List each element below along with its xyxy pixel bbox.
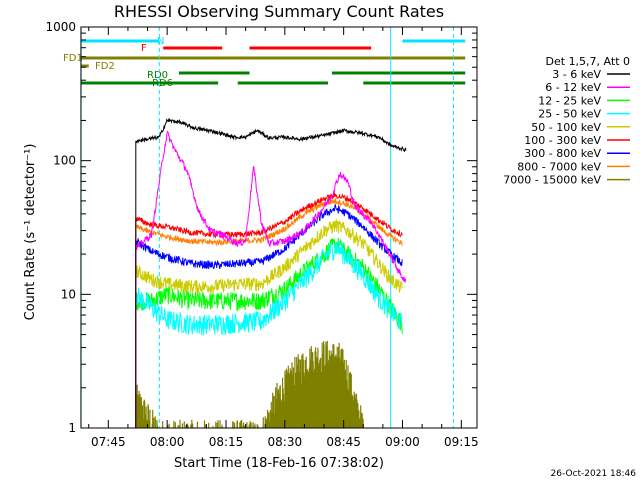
x-axis-label: Start Time (18-Feb-16 07:38:02) xyxy=(174,456,384,471)
status-label-f: F xyxy=(141,43,147,54)
y-axis-label: Count Rate (s⁻¹ detector⁻¹) xyxy=(23,144,38,321)
legend-entry-label: 800 - 7000 keV xyxy=(517,160,601,173)
y-tick-label: 10 xyxy=(61,287,76,301)
series-line-6 xyxy=(135,203,403,428)
series-line-1 xyxy=(135,130,407,428)
x-tick-label: 09:00 xyxy=(385,435,420,449)
x-tick-label: 08:30 xyxy=(268,435,303,449)
legend-entry-label: 7000 - 15000 keV xyxy=(503,174,601,187)
x-tick-label: 08:15 xyxy=(209,435,244,449)
x-tick-label: 08:45 xyxy=(326,435,361,449)
series-lines xyxy=(135,117,407,428)
y-tick-label: 1000 xyxy=(45,20,76,34)
status-label-rd6: RD6 xyxy=(152,78,173,89)
status-label-rd0: RD0 xyxy=(147,70,168,81)
series-line-5 xyxy=(135,192,403,428)
status-label-fd1: FD1 xyxy=(63,53,83,64)
series-line-7 xyxy=(135,198,403,428)
y-tick-label: 1 xyxy=(68,421,76,435)
x-axis-ticks: 07:45 08:00 08:15 08:30 08:45 09:00 09:15 xyxy=(88,27,479,449)
series-line-4 xyxy=(135,219,403,428)
x-tick-label: 09:15 xyxy=(444,435,479,449)
x-tick-label: 07:45 xyxy=(91,435,126,449)
legend-entry-label: 100 - 300 keV xyxy=(524,134,601,147)
legend-entry-label: 6 - 12 keV xyxy=(545,81,601,94)
legend-entry-label: 12 - 25 keV xyxy=(538,94,601,107)
legend-entry-label: 50 - 100 keV xyxy=(531,121,601,134)
status-label-fd2: FD2 xyxy=(95,61,115,72)
y-axis-ticks: 1 10 100 1000 xyxy=(45,20,477,435)
series-line-3 xyxy=(135,240,403,428)
series-line-0 xyxy=(135,117,407,428)
footer-timestamp: 26-Oct-2021 18:46 xyxy=(551,469,637,479)
y-tick-label: 100 xyxy=(53,154,76,168)
chart-title: RHESSI Observing Summary Count Rates xyxy=(114,2,444,21)
status-label-n: N xyxy=(157,36,164,47)
legend-entry-label: 300 - 800 keV xyxy=(524,147,601,160)
legend-entry-label: 25 - 50 keV xyxy=(538,108,601,121)
legend-title: Det 1,5,7, Att 0 xyxy=(546,55,630,68)
plot-frame xyxy=(80,26,478,429)
legend-entry-label: 3 - 6 keV xyxy=(552,68,601,81)
series-line-2 xyxy=(135,237,403,428)
x-tick-label: 08:00 xyxy=(150,435,185,449)
